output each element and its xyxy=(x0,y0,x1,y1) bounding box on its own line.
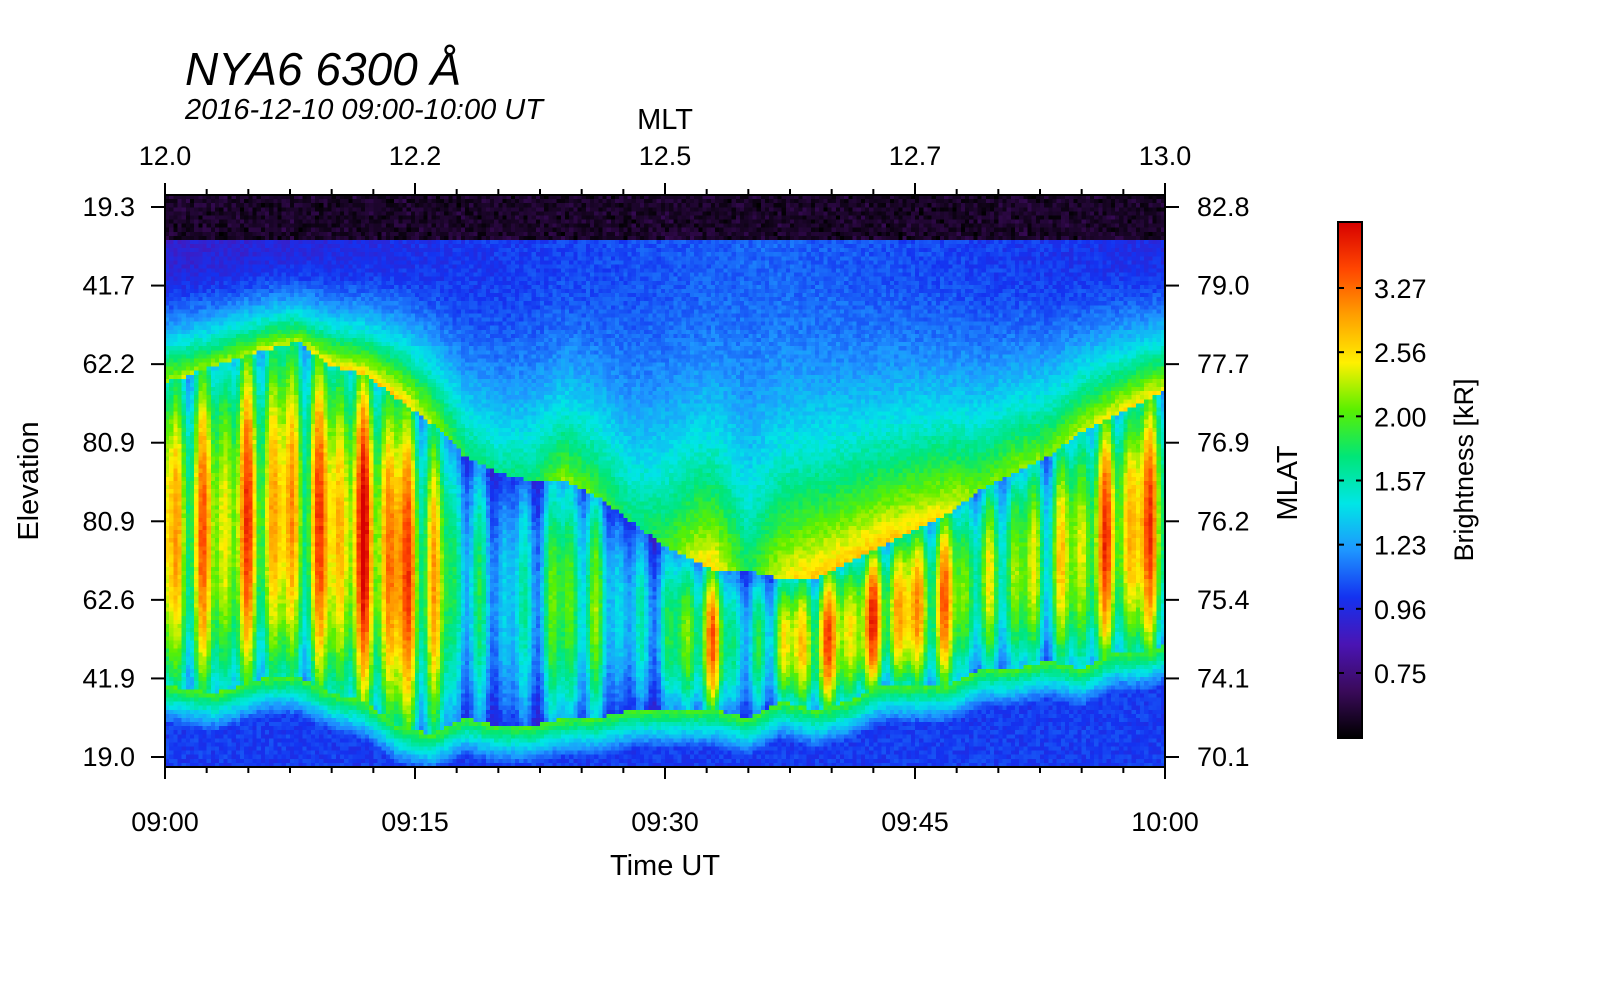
top-tick-label: 12.2 xyxy=(389,141,442,171)
right-tick-label: 74.1 xyxy=(1197,663,1250,693)
x-tick-label: 09:30 xyxy=(631,807,699,837)
colorbar-tick-label: 1.57 xyxy=(1374,467,1427,497)
y-tick-label: 41.7 xyxy=(82,271,135,301)
y-tick-label: 19.3 xyxy=(82,192,135,222)
right-tick-label: 77.7 xyxy=(1197,349,1250,379)
right-tick-label: 82.8 xyxy=(1197,192,1250,222)
y-tick-label: 62.2 xyxy=(82,349,135,379)
top-tick-label: 12.7 xyxy=(889,141,942,171)
x-tick-label: 09:45 xyxy=(881,807,949,837)
chart-subtitle: 2016-12-10 09:00-10:00 UT xyxy=(185,94,543,126)
colorbar-label: Brightness [kR] xyxy=(1449,378,1479,561)
chart-title: NYA6 6300 Å xyxy=(185,43,462,95)
y-tick-label: 19.0 xyxy=(82,742,135,772)
top-tick-label: 12.5 xyxy=(639,141,692,171)
y-tick-label: 80.9 xyxy=(82,506,135,536)
x-tick-label: 09:15 xyxy=(381,807,449,837)
x-axis-label: Time UT xyxy=(610,850,720,882)
y-tick-label: 80.9 xyxy=(82,428,135,458)
right-tick-label: 76.2 xyxy=(1197,506,1250,536)
colorbar-tick-label: 3.27 xyxy=(1374,274,1427,304)
axis-ticks xyxy=(151,183,1179,779)
y-axis-label: Elevation xyxy=(13,421,45,540)
right-tick-label: 79.0 xyxy=(1197,271,1250,301)
right-tick-label: 70.1 xyxy=(1197,742,1250,772)
x-tick-label: 10:00 xyxy=(1131,807,1199,837)
right-tick-label: 76.9 xyxy=(1197,428,1250,458)
colorbar-ticks: 3.27 2.56 2.00 1.57 1.23 0.96 0.75 Brightness [… xyxy=(1338,274,1479,689)
y-tick-label: 62.6 xyxy=(82,585,135,615)
y-tick-label: 41.9 xyxy=(82,663,135,693)
axis-labels: 09:00 09:15 09:30 09:45 10:00 12.0 12.2 12.5 12.… xyxy=(13,104,1304,882)
colorbar-tick-label: 0.75 xyxy=(1374,659,1427,689)
top-tick-label: 12.0 xyxy=(139,141,192,171)
brightness-heatmap xyxy=(165,195,1165,767)
colorbar-tick-label: 2.00 xyxy=(1374,402,1427,432)
right-tick-label: 75.4 xyxy=(1197,585,1250,615)
colorbar-tick-label: 0.96 xyxy=(1374,595,1427,625)
top-tick-label: 13.0 xyxy=(1139,141,1192,171)
top-axis-label: MLT xyxy=(637,104,693,136)
colorbar-tick-label: 1.23 xyxy=(1374,531,1427,561)
colorbar-tick-label: 2.56 xyxy=(1374,338,1427,368)
right-axis-label: MLAT xyxy=(1272,445,1304,520)
x-tick-label: 09:00 xyxy=(131,807,199,837)
